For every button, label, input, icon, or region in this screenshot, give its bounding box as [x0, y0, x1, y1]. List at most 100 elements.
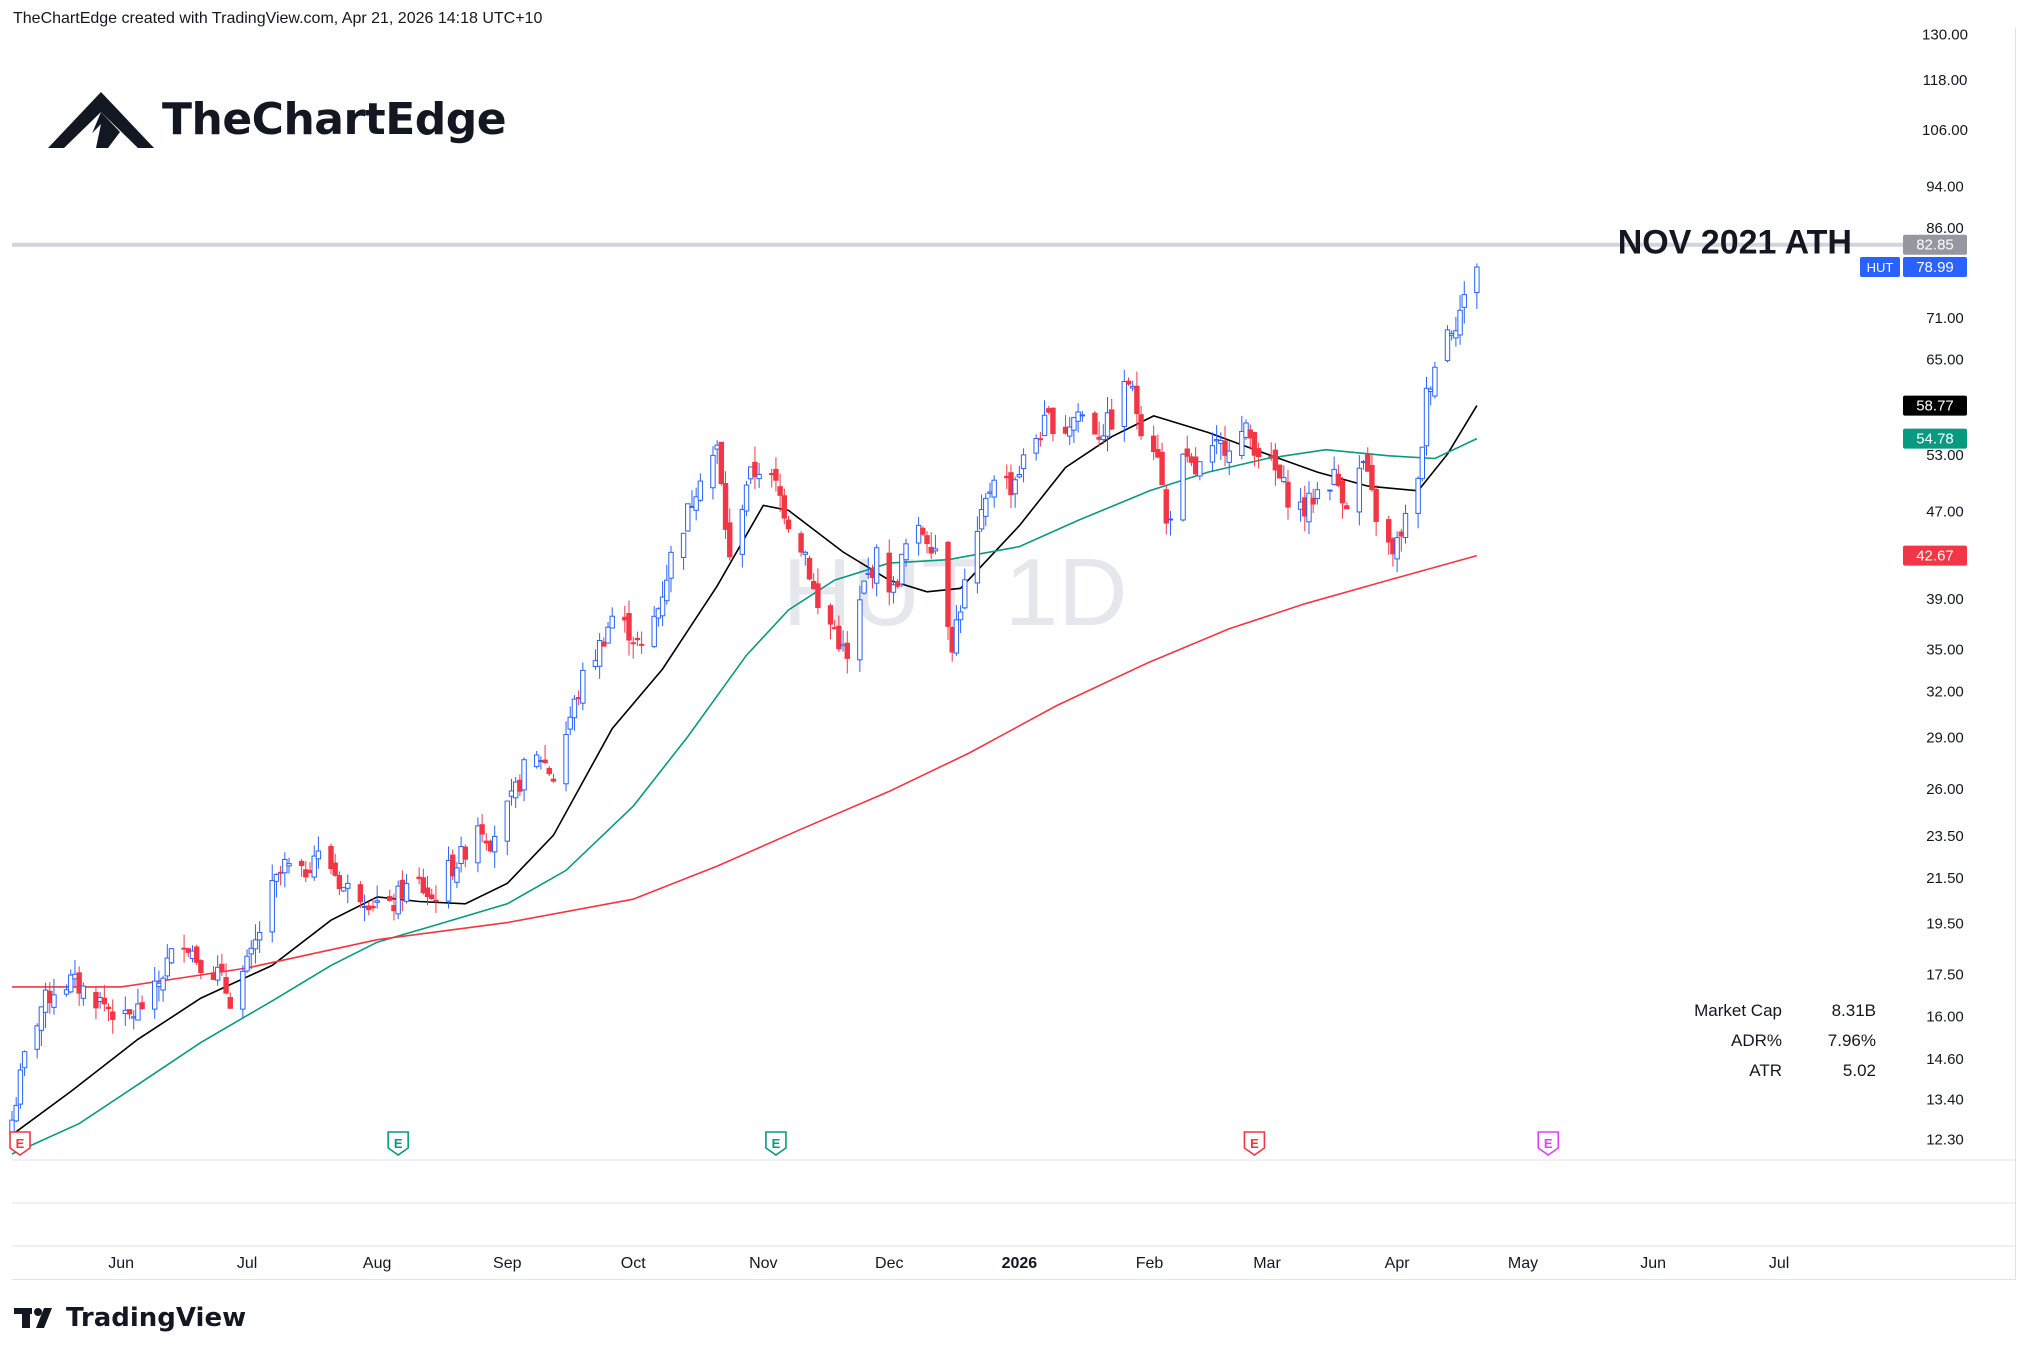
candle[interactable]: [1276, 464, 1283, 479]
candle[interactable]: [596, 633, 603, 679]
candle[interactable]: [51, 978, 57, 1015]
candle[interactable]: [1138, 405, 1144, 440]
candle[interactable]: [429, 888, 435, 900]
candle[interactable]: [1180, 453, 1186, 522]
candle[interactable]: [1100, 424, 1107, 445]
candle[interactable]: [34, 1023, 40, 1059]
candle[interactable]: [857, 585, 863, 672]
candle[interactable]: [1272, 443, 1279, 486]
candle[interactable]: [890, 576, 897, 604]
candle[interactable]: [1314, 482, 1321, 505]
candle[interactable]: [1209, 432, 1216, 472]
candle[interactable]: [160, 975, 166, 1002]
candle[interactable]: [697, 473, 704, 502]
tradingview-footer[interactable]: TradingView: [14, 1303, 246, 1333]
candle[interactable]: [68, 969, 74, 994]
price-axis[interactable]: 130.00 118.00 106.00 94.00 86.00 71.00 65.00 53…: [1922, 27, 1968, 1149]
candle[interactable]: [659, 581, 666, 627]
candle[interactable]: [135, 988, 141, 1021]
candle[interactable]: [152, 966, 158, 1019]
candle[interactable]: [710, 446, 716, 500]
candle[interactable]: [462, 844, 469, 868]
candle[interactable]: [668, 545, 674, 593]
candle[interactable]: [1037, 432, 1044, 447]
candle[interactable]: [1050, 407, 1056, 442]
candle[interactable]: [370, 898, 376, 912]
candle[interactable]: [920, 526, 926, 537]
candle[interactable]: [126, 1009, 133, 1020]
candle[interactable]: [978, 494, 985, 532]
candle[interactable]: [685, 503, 691, 532]
candle[interactable]: [932, 534, 939, 555]
candle[interactable]: [634, 631, 641, 647]
candle[interactable]: [223, 963, 229, 995]
candle[interactable]: [1222, 426, 1228, 467]
candle[interactable]: [227, 992, 233, 1009]
candle[interactable]: [651, 606, 657, 649]
candle[interactable]: [345, 874, 351, 904]
candles[interactable]: [9, 263, 1480, 1137]
candle[interactable]: [17, 1063, 24, 1109]
candle[interactable]: [1016, 465, 1023, 479]
candle[interactable]: [387, 889, 393, 902]
candle[interactable]: [752, 446, 758, 490]
candle[interactable]: [1041, 400, 1048, 437]
candle[interactable]: [815, 568, 821, 615]
candle[interactable]: [563, 721, 569, 792]
candle[interactable]: [1386, 515, 1392, 555]
candle[interactable]: [311, 845, 317, 881]
time-axis[interactable]: Jun Jul Aug Sep Oct Nov Dec 2026 Feb Mar Apr May Jun…: [12, 1159, 2016, 1272]
candle[interactable]: [798, 530, 804, 557]
candle[interactable]: [374, 885, 380, 909]
candle[interactable]: [1012, 476, 1018, 508]
candle[interactable]: [269, 864, 275, 943]
candle[interactable]: [886, 539, 892, 606]
candle[interactable]: [454, 862, 460, 888]
candle[interactable]: [1474, 263, 1480, 309]
earnings-marker[interactable]: E: [387, 1131, 409, 1156]
candle[interactable]: [93, 985, 99, 1020]
candle[interactable]: [626, 600, 632, 656]
candle[interactable]: [1184, 435, 1190, 463]
candle[interactable]: [1067, 417, 1073, 446]
candle[interactable]: [340, 887, 347, 892]
candle[interactable]: [1092, 410, 1098, 435]
candle[interactable]: [357, 881, 364, 909]
candle[interactable]: [1415, 476, 1421, 529]
candle[interactable]: [420, 868, 427, 895]
candle[interactable]: [1369, 453, 1375, 493]
candle[interactable]: [244, 949, 250, 973]
candle[interactable]: [298, 858, 305, 877]
candle[interactable]: [1365, 447, 1371, 472]
candle[interactable]: [546, 766, 552, 777]
candle[interactable]: [1461, 281, 1467, 324]
price-chart[interactable]: HUT 1D NOV 2021 ATH 130.00118.00106.0094…: [0, 0, 2029, 1290]
candle[interactable]: [1394, 531, 1400, 573]
candle[interactable]: [580, 662, 586, 711]
candle[interactable]: [945, 540, 951, 641]
candle[interactable]: [983, 492, 989, 526]
candle[interactable]: [542, 744, 548, 765]
candle[interactable]: [533, 751, 540, 769]
candle[interactable]: [1109, 398, 1115, 430]
candle[interactable]: [315, 836, 322, 869]
candle[interactable]: [240, 965, 246, 1019]
candle[interactable]: [219, 953, 225, 977]
candle[interactable]: [479, 813, 485, 843]
earnings-marker[interactable]: E: [765, 1131, 787, 1156]
candle[interactable]: [957, 605, 964, 634]
candle[interactable]: [609, 607, 615, 629]
candle[interactable]: [781, 488, 788, 525]
candle[interactable]: [664, 564, 670, 605]
candle[interactable]: [727, 508, 733, 561]
candle[interactable]: [1239, 415, 1245, 460]
candle[interactable]: [105, 1003, 112, 1022]
candle[interactable]: [336, 871, 343, 896]
candle[interactable]: [21, 1050, 28, 1077]
candle[interactable]: [332, 853, 338, 877]
candle[interactable]: [785, 515, 792, 533]
candle[interactable]: [802, 550, 808, 566]
candle[interactable]: [1285, 469, 1291, 520]
candle[interactable]: [424, 875, 431, 906]
candle[interactable]: [605, 621, 611, 644]
